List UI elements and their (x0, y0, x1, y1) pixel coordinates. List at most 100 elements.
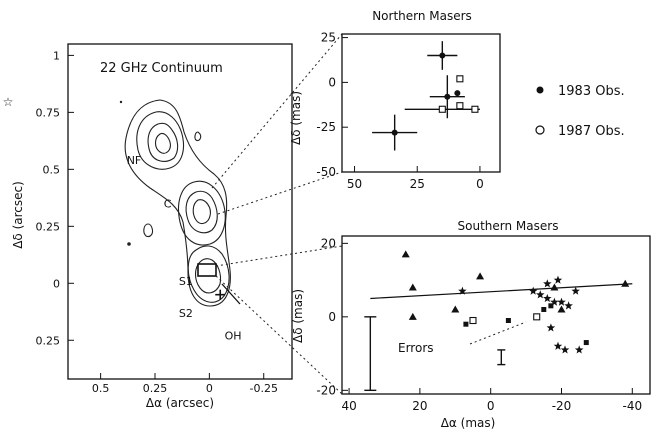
southern-triangle-point (557, 305, 566, 313)
southern-triangle-point (408, 283, 417, 291)
continuum-feature-label: S2 (179, 307, 193, 320)
continuum-feature-label: NF (127, 154, 142, 167)
connector-south-bottom (215, 275, 343, 395)
northern-x-ticks: 50 25 0 (347, 166, 484, 191)
continuum-panel: 0.5 0.25 0 -0.25 1 0.75 0.5 0.25 0 0.25 22 GHz C… (3, 43, 293, 410)
northern-point-1983 (439, 52, 446, 59)
maser-box (197, 263, 217, 277)
contour-dot-2 (119, 100, 123, 104)
southern-star-point (564, 301, 573, 310)
legend-symbol-1983 (536, 86, 544, 94)
southern-star-point (546, 323, 556, 332)
southern-star-point (574, 345, 584, 354)
continuum-y-tick-label: 0.25 (36, 220, 61, 233)
northern-y-ticks: 25 0 -25 -50 (316, 31, 348, 179)
southern-triangle-point (550, 283, 559, 291)
continuum-corner-symbol: ☆ (3, 95, 14, 109)
contour-dot (127, 242, 131, 246)
continuum-x-tick-label: -0.25 (249, 382, 277, 395)
northern-title: Northern Masers (372, 9, 472, 23)
connector-north-bottom (217, 171, 343, 215)
contour-c-1 (177, 180, 226, 246)
northern-point-1983 (454, 90, 461, 97)
contour-small-2 (194, 131, 202, 142)
continuum-x-tick-label: 0 (206, 382, 213, 395)
continuum-y-tick-label: 1 (53, 49, 60, 62)
southern-triangle-point (621, 279, 630, 287)
southern-error-bar (364, 316, 506, 392)
southern-filled-square-point (505, 318, 511, 324)
southern-y-tick-label: 0 (328, 310, 336, 324)
continuum-y-tick-label: 0.25 (36, 334, 61, 347)
continuum-x-axis-label: Δα (arcsec) (146, 396, 214, 410)
northern-point-1987 (456, 75, 464, 83)
southern-triangle-point (451, 305, 460, 313)
contour-nf-1 (136, 111, 185, 170)
legend-label-1987: 1987 Obs. (558, 124, 625, 139)
southern-x-tick-label: 0 (487, 399, 495, 413)
continuum-x-tick-label: 0.25 (143, 382, 168, 395)
northern-y-tick-label: 0 (328, 75, 336, 89)
connector-north-top (211, 33, 343, 189)
northern-x-tick-label: 50 (347, 177, 362, 191)
southern-filled-square-point (548, 303, 554, 309)
southern-x-tick-label: 20 (412, 399, 427, 413)
southern-x-tick-label: -20 (552, 399, 572, 413)
southern-x-axis-label: Δα (mas) (441, 416, 496, 430)
continuum-x-tick-label: 0.5 (92, 382, 110, 395)
southern-y-tick-label: -20 (316, 383, 336, 397)
southern-star-point (553, 275, 563, 284)
northern-point-1987 (456, 102, 464, 110)
oh-marker (215, 289, 226, 300)
continuum-feature-label: OH (225, 330, 242, 343)
southern-axes-frame (341, 235, 651, 395)
southern-triangle-point (408, 312, 417, 320)
southern-fit-line (370, 283, 633, 300)
southern-y-ticks: 20 0 -20 (316, 236, 348, 397)
southern-star-point (571, 286, 580, 295)
legend-label-1983: 1983 Obs. (558, 84, 625, 99)
northern-y-tick-label: -50 (316, 165, 336, 179)
continuum-y-ticks: 1 0.75 0.5 0.25 0 0.25 (36, 49, 74, 347)
northern-y-axis-label: Δδ (mas) (289, 91, 303, 145)
southern-title: Southern Masers (458, 219, 559, 233)
southern-star-point (536, 290, 545, 299)
northern-point-1983 (391, 129, 398, 136)
legend-symbol-1987 (535, 125, 545, 135)
southern-star-point (543, 294, 552, 303)
southern-star-point (543, 279, 552, 288)
southern-star-point (550, 297, 559, 306)
southern-filled-square-point (463, 321, 469, 327)
northern-point-1987 (438, 105, 446, 113)
continuum-contours (119, 99, 231, 307)
contour-c-3 (192, 199, 211, 225)
northern-point-1983 (444, 93, 451, 100)
southern-filled-square-point (583, 340, 589, 346)
contour-small-1 (143, 223, 154, 238)
southern-triangle-point (401, 250, 410, 258)
continuum-y-tick-label: 0.5 (43, 163, 61, 176)
southern-x-tick-label: -40 (622, 399, 642, 413)
oh-arrow (221, 283, 241, 305)
continuum-feature-label: C (164, 198, 172, 211)
southern-points (370, 250, 633, 354)
continuum-title: 22 GHz Continuum (100, 61, 223, 76)
contour-outer (124, 99, 231, 307)
northern-points (372, 41, 480, 151)
southern-star-point (557, 297, 566, 306)
connector-south-top (215, 245, 343, 267)
contour-south-2 (194, 258, 222, 294)
southern-triangle-point (476, 272, 485, 280)
continuum-y-axis-label: Δδ (arcsec) (11, 181, 25, 249)
southern-x-tick-label: 40 (341, 399, 356, 413)
northern-point-1987 (471, 105, 479, 113)
southern-star-point (553, 341, 563, 350)
southern-star-point (528, 286, 538, 295)
contour-south-1 (187, 245, 230, 303)
continuum-feature-label: S1 (179, 275, 193, 288)
northern-panel: Northern Masers Δδ (mas) 50 25 0 25 0 -25 -50 (289, 9, 501, 191)
southern-errors-label: Errors (398, 341, 434, 355)
southern-star-point (458, 286, 467, 295)
contour-c-2 (185, 190, 218, 234)
